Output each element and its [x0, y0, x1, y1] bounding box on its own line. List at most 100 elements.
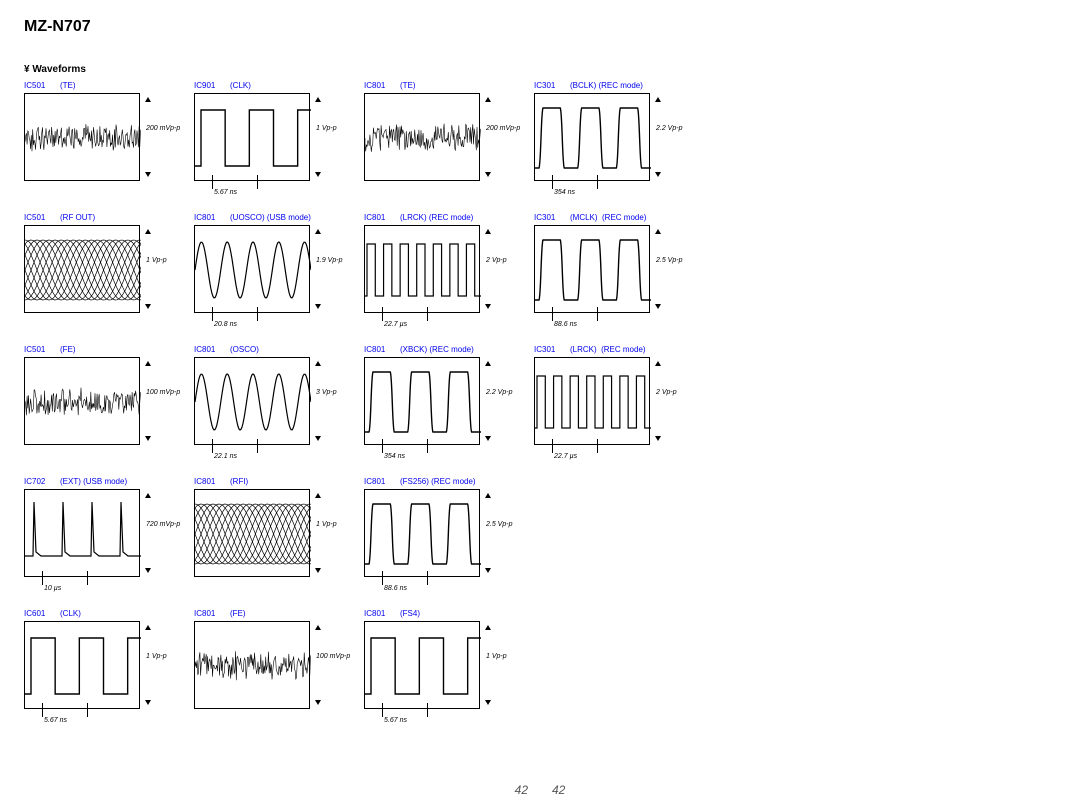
waveform-box	[364, 621, 480, 709]
period-value: 5.67 ns	[214, 189, 237, 196]
signal-label: IC702(EXT) (USB mode)	[24, 477, 127, 486]
period-value: 22.7 µs	[384, 321, 407, 328]
period-marker	[42, 577, 88, 585]
period-marker	[552, 445, 598, 453]
waveform-box	[194, 489, 310, 577]
amplitude-marker	[142, 361, 150, 441]
amplitude-value: 200 mVp-p	[486, 125, 520, 132]
amplitude-marker	[652, 361, 660, 441]
waveform-box	[194, 225, 310, 313]
signal-label: IC801(FE)	[194, 609, 246, 618]
waveform-box	[364, 93, 480, 181]
signal-label: IC801(FS4)	[364, 609, 420, 618]
waveform-box	[534, 93, 650, 181]
amplitude-marker	[482, 97, 490, 177]
waveform-cell: IC801(XBCK) (REC mode) 2.2 Vp-p 354 ns	[364, 345, 534, 477]
amplitude-value: 2 Vp-p	[486, 257, 507, 264]
waveform-box	[534, 357, 650, 445]
amplitude-value: 1 Vp-p	[486, 653, 507, 660]
signal-label: IC301(MCLK) (REC mode)	[534, 213, 646, 222]
amplitude-marker	[142, 493, 150, 573]
page-number: 4242	[0, 783, 1080, 797]
amplitude-marker	[312, 493, 320, 573]
waveform-box	[364, 357, 480, 445]
period-marker	[552, 181, 598, 189]
period-marker	[382, 313, 428, 321]
period-value: 354 ns	[554, 189, 575, 196]
period-marker	[552, 313, 598, 321]
amplitude-value: 2.5 Vp-p	[486, 521, 512, 528]
amplitude-marker	[482, 493, 490, 573]
waveform-cell: IC801(TE) 200 mVp-p	[364, 81, 534, 213]
signal-label: IC301(LRCK) (REC mode)	[534, 345, 646, 354]
waveform-cell	[534, 609, 704, 741]
waveform-cell: IC501(FE) 100 mVp-p	[24, 345, 194, 477]
signal-label: IC801(LRCK) (REC mode)	[364, 213, 473, 222]
amplitude-marker	[482, 361, 490, 441]
waveform-cell: IC801(FS256) (REC mode) 2.5 Vp-p 88.6 ns	[364, 477, 534, 609]
amplitude-value: 100 mVp-p	[146, 389, 180, 396]
signal-label: IC301(BCLK) (REC mode)	[534, 81, 643, 90]
waveform-box	[24, 225, 140, 313]
signal-label: IC501(TE)	[24, 81, 76, 90]
amplitude-marker	[142, 229, 150, 309]
period-value: 22.7 µs	[554, 453, 577, 460]
period-marker	[382, 445, 428, 453]
waveform-cell: IC801(FE) 100 mVp-p	[194, 609, 364, 741]
period-value: 10 µs	[44, 585, 61, 592]
amplitude-value: 1 Vp-p	[146, 653, 167, 660]
waveform-box	[534, 225, 650, 313]
waveform-box	[364, 489, 480, 577]
waveform-cell: IC801(LRCK) (REC mode) 2 Vp-p 22.7 µs	[364, 213, 534, 345]
amplitude-value: 2 Vp-p	[656, 389, 677, 396]
waveform-grid: IC501(TE) 200 mVp-p IC901(CLK) 1 Vp-p 5.…	[24, 81, 1056, 741]
waveform-cell: IC801(FS4) 1 Vp-p 5.67 ns	[364, 609, 534, 741]
amplitude-value: 1 Vp-p	[316, 125, 337, 132]
amplitude-marker	[652, 229, 660, 309]
waveform-cell: IC601(CLK) 1 Vp-p 5.67 ns	[24, 609, 194, 741]
period-value: 354 ns	[384, 453, 405, 460]
period-value: 88.6 ns	[384, 585, 407, 592]
amplitude-value: 100 mVp-p	[316, 653, 350, 660]
amplitude-value: 2.2 Vp-p	[486, 389, 512, 396]
waveform-box	[364, 225, 480, 313]
signal-label: IC901(CLK)	[194, 81, 251, 90]
waveform-cell: IC301(MCLK) (REC mode) 2.5 Vp-p 88.6 ns	[534, 213, 704, 345]
amplitude-marker	[142, 625, 150, 705]
signal-label: IC801(FS256) (REC mode)	[364, 477, 476, 486]
waveform-cell: IC901(CLK) 1 Vp-p 5.67 ns	[194, 81, 364, 213]
signal-label: IC801(UOSCO) (USB mode)	[194, 213, 311, 222]
amplitude-value: 200 mVp-p	[146, 125, 180, 132]
waveform-box	[24, 621, 140, 709]
signal-label: IC801(TE)	[364, 81, 416, 90]
period-marker	[212, 313, 258, 321]
section-heading: ¥ Waveforms	[24, 64, 1056, 75]
waveform-cell: IC301(LRCK) (REC mode) 2 Vp-p 22.7 µs	[534, 345, 704, 477]
period-marker	[212, 445, 258, 453]
signal-label: IC501(FE)	[24, 345, 76, 354]
amplitude-value: 1 Vp-p	[316, 521, 337, 528]
signal-label: IC801(RFI)	[194, 477, 248, 486]
amplitude-value: 2.2 Vp-p	[656, 125, 682, 132]
signal-label: IC801(XBCK) (REC mode)	[364, 345, 474, 354]
waveform-box	[24, 489, 140, 577]
period-marker	[382, 577, 428, 585]
waveform-cell: IC801(OSCO) 3 Vp-p 22.1 ns	[194, 345, 364, 477]
period-value: 5.67 ns	[384, 717, 407, 724]
amplitude-marker	[312, 229, 320, 309]
period-value: 20.8 ns	[214, 321, 237, 328]
period-marker	[212, 181, 258, 189]
amplitude-value: 720 mVp-p	[146, 521, 180, 528]
period-marker	[42, 709, 88, 717]
waveform-cell: IC301(BCLK) (REC mode) 2.2 Vp-p 354 ns	[534, 81, 704, 213]
waveform-box	[194, 621, 310, 709]
waveform-box	[194, 93, 310, 181]
amplitude-marker	[312, 625, 320, 705]
waveform-cell	[534, 477, 704, 609]
signal-label: IC501(RF OUT)	[24, 213, 95, 222]
period-value: 88.6 ns	[554, 321, 577, 328]
amplitude-value: 3 Vp-p	[316, 389, 337, 396]
waveform-cell: IC801(UOSCO) (USB mode) 1.9 Vp-p 20.8 ns	[194, 213, 364, 345]
waveform-box	[194, 357, 310, 445]
waveform-box	[24, 357, 140, 445]
